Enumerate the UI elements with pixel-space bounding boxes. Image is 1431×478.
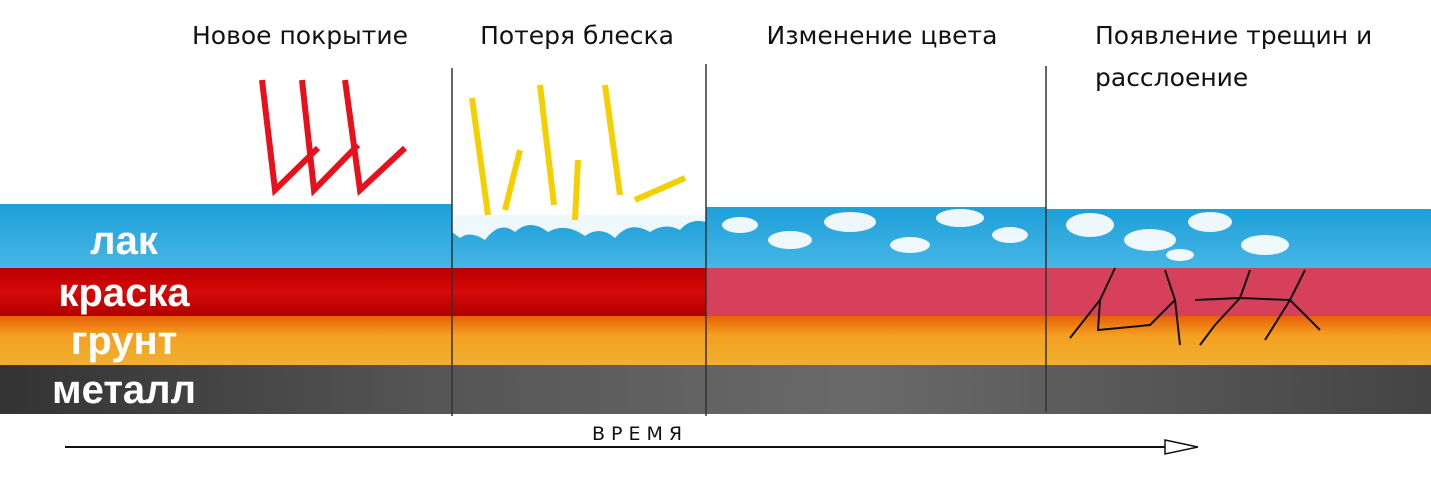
primer-layer xyxy=(0,316,1431,365)
lacquer-layer xyxy=(706,207,1046,268)
time-arrow-head xyxy=(1164,439,1199,455)
stage-title: Изменение цвета xyxy=(767,21,998,50)
metal-layer xyxy=(0,365,1431,414)
axis-label: ВРЕМЯ xyxy=(592,423,688,445)
cracks xyxy=(1069,267,1321,346)
dividers xyxy=(451,64,1047,416)
weathering xyxy=(452,200,1289,261)
lacquer-layer xyxy=(0,204,452,268)
gloss-arrows xyxy=(259,79,687,221)
layer-label: грунт xyxy=(71,319,178,363)
stage-title: расслоение xyxy=(1095,63,1248,92)
layer-label: металл xyxy=(52,368,196,412)
layer-label: лак xyxy=(90,219,159,263)
stage-titles: Новое покрытие Потеря блеска Изменение цве… xyxy=(192,21,1372,92)
stage-title: Появление трещин и xyxy=(1095,21,1372,50)
layer-label: краска xyxy=(58,271,190,315)
stage-title: Новое покрытие xyxy=(192,21,408,50)
paint-layer xyxy=(0,268,706,316)
layers xyxy=(0,204,1431,414)
stage-title: Потеря блеска xyxy=(480,21,674,50)
paint-layer-faded xyxy=(706,268,1431,316)
